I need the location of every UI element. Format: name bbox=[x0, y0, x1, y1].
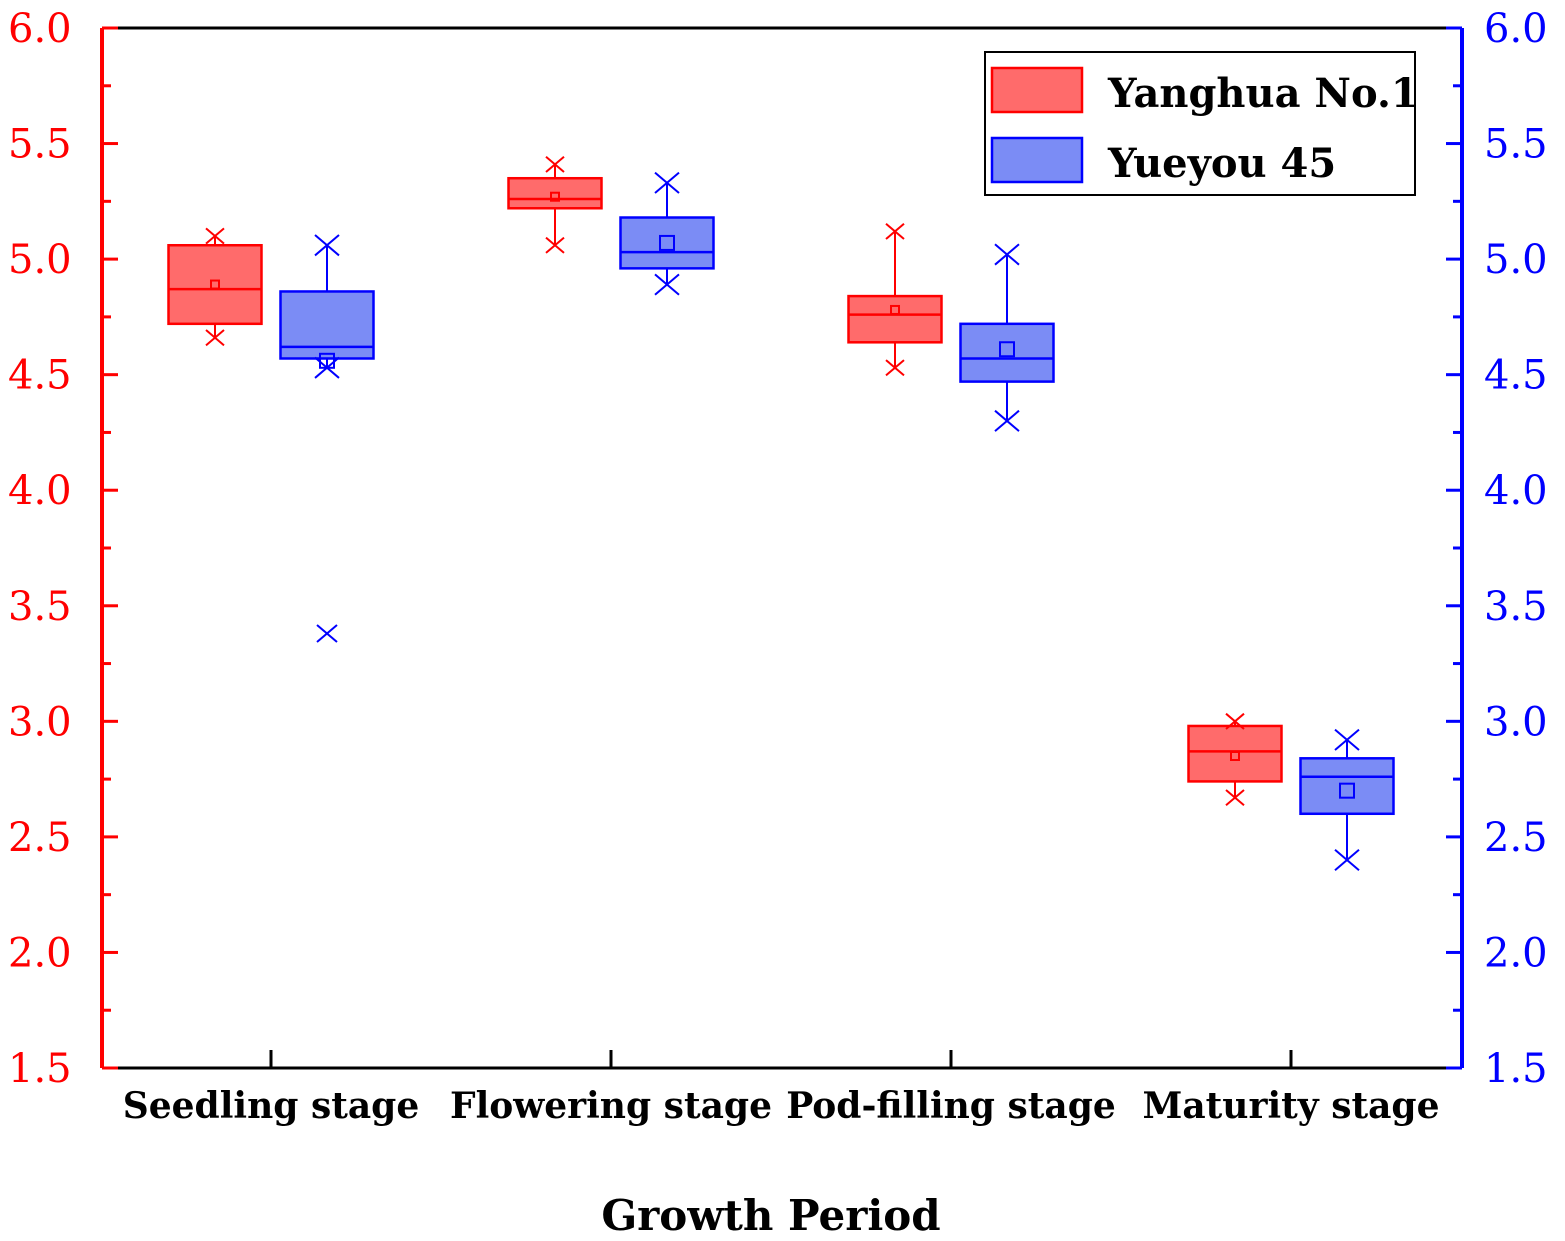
box-0-3 bbox=[1187, 712, 1283, 807]
legend-label-yueyou: Yueyou 45 bbox=[1107, 140, 1336, 187]
x-tick-label: Maturity stage bbox=[1143, 1085, 1440, 1127]
outlier-marker bbox=[316, 624, 338, 643]
box-iqr bbox=[619, 216, 715, 270]
min-marker bbox=[205, 329, 225, 347]
legend-swatch-yanghua bbox=[990, 66, 1084, 114]
box-1-3 bbox=[1299, 728, 1395, 871]
max-marker bbox=[885, 222, 905, 240]
left-y-tick-label: 3.5 bbox=[8, 584, 72, 630]
box-iqr bbox=[847, 294, 943, 344]
mean-marker bbox=[550, 191, 560, 202]
right-y-tick-label: 4.5 bbox=[1484, 353, 1548, 399]
left-y-tick-label: 3.0 bbox=[8, 699, 72, 745]
min-marker bbox=[314, 356, 340, 379]
min-marker bbox=[885, 359, 905, 377]
left-y-tick-label: 2.5 bbox=[8, 815, 72, 861]
box-1-1 bbox=[619, 171, 715, 296]
right-y-tick-label: 5.0 bbox=[1484, 237, 1548, 283]
legend: Yanghua No.1 Yueyou 45 bbox=[984, 51, 1419, 196]
x-tick-label: Seedling stage bbox=[123, 1085, 420, 1127]
legend-label-yanghua: Yanghua No.1 bbox=[1107, 70, 1419, 117]
min-marker bbox=[1334, 849, 1360, 871]
mean-marker bbox=[1230, 751, 1240, 761]
max-marker bbox=[1334, 728, 1360, 751]
left-y-tick-label: 5.0 bbox=[8, 237, 72, 283]
max-marker bbox=[205, 227, 225, 245]
right-y-tick-label: 3.5 bbox=[1484, 584, 1548, 630]
max-marker bbox=[994, 243, 1020, 266]
left-y-tick-label: 1.5 bbox=[8, 1046, 72, 1092]
left-y-tick-label: 4.0 bbox=[8, 468, 72, 514]
box-iqr bbox=[279, 290, 375, 360]
left-y-tick-label: 4.5 bbox=[8, 353, 72, 399]
box-0-0 bbox=[167, 227, 263, 347]
right-y-tick-label: 2.5 bbox=[1484, 815, 1548, 861]
right-y-tick-label: 3.0 bbox=[1484, 699, 1548, 745]
min-marker bbox=[1225, 789, 1245, 807]
min-marker bbox=[994, 409, 1020, 432]
left-y-tick-label: 6.0 bbox=[8, 6, 72, 52]
right-y-tick-label: 5.5 bbox=[1484, 122, 1548, 168]
max-marker bbox=[314, 234, 340, 257]
box-iqr bbox=[167, 243, 263, 326]
x-axis-label: Growth Period bbox=[601, 1191, 940, 1240]
box-iqr bbox=[1187, 724, 1283, 783]
x-tick-label: Flowering stage bbox=[450, 1085, 772, 1127]
boxes-layer bbox=[167, 155, 1395, 871]
ticks-layer: 6.0 6.0 5.5 5.5 5.0 5.0 4.5 4.5 4.0 4.0 3.5 3.5 3.0 3… bbox=[8, 6, 1548, 1127]
right-y-tick-label: 6.0 bbox=[1484, 6, 1548, 52]
min-marker bbox=[654, 273, 680, 296]
right-y-tick-label: 1.5 bbox=[1484, 1046, 1548, 1092]
max-marker bbox=[1225, 712, 1245, 730]
box-iqr bbox=[1299, 757, 1395, 816]
left-y-tick-label: 5.5 bbox=[8, 122, 72, 168]
box-iqr bbox=[959, 322, 1055, 383]
mean-marker bbox=[999, 341, 1015, 358]
x-tick-label: Pod-filling stage bbox=[786, 1085, 1116, 1127]
box-1-0 bbox=[279, 234, 375, 643]
box-1-2 bbox=[959, 243, 1055, 432]
mean-marker bbox=[210, 279, 220, 290]
box-0-2 bbox=[847, 222, 943, 377]
left-y-tick-label: 2.0 bbox=[8, 930, 72, 976]
mean-marker bbox=[890, 304, 900, 315]
max-marker bbox=[654, 171, 680, 194]
legend-swatch-yueyou bbox=[990, 136, 1084, 184]
mean-marker bbox=[659, 234, 675, 251]
max-marker bbox=[545, 155, 565, 173]
box-0-1 bbox=[507, 155, 603, 254]
min-marker bbox=[545, 236, 565, 254]
right-y-tick-label: 4.0 bbox=[1484, 468, 1548, 514]
right-y-tick-label: 2.0 bbox=[1484, 930, 1548, 976]
mean-marker bbox=[1339, 782, 1355, 799]
